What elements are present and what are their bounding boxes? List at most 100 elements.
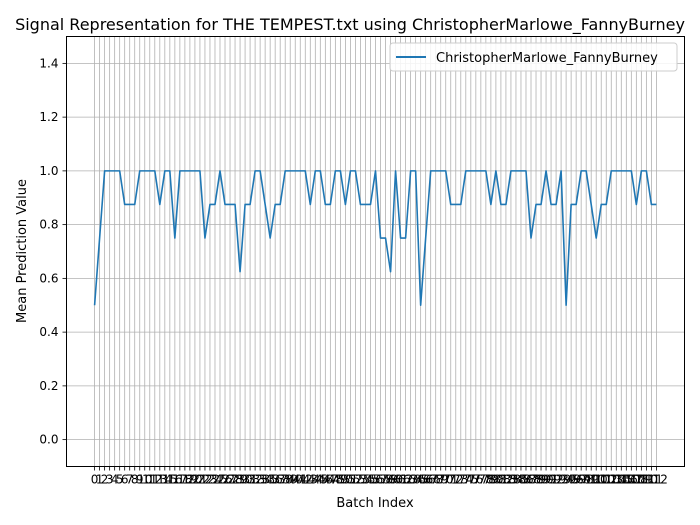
x-tick-label: 95 bbox=[563, 473, 578, 487]
y-axis-label: Mean Prediction Value bbox=[15, 179, 30, 323]
x-tick-label: 77 bbox=[473, 473, 488, 487]
x-tick-label: 97 bbox=[574, 473, 589, 487]
x-tick-label: 48 bbox=[328, 473, 343, 487]
x-tick-label: 40 bbox=[288, 473, 303, 487]
x-tick-label: 27 bbox=[222, 473, 237, 487]
x-tick-label: 23 bbox=[202, 473, 217, 487]
x-tick-label: 79 bbox=[483, 473, 498, 487]
x-tick-label: 28 bbox=[227, 473, 242, 487]
x-tick-label: 5 bbox=[116, 473, 124, 487]
x-tick-label: 42 bbox=[298, 473, 313, 487]
legend: ChristopherMarlowe_FannyBurney bbox=[389, 42, 678, 72]
x-tick-label: 31 bbox=[242, 473, 257, 487]
x-tick-label: 60 bbox=[388, 473, 403, 487]
x-tick-label: 36 bbox=[268, 473, 283, 487]
x-tick-label: 99 bbox=[584, 473, 599, 487]
x-tick-label: 9 bbox=[136, 473, 144, 487]
y-tick-label: 0.2 bbox=[39, 379, 58, 393]
x-tick-label: 50 bbox=[338, 473, 353, 487]
x-tick-label: 102 bbox=[595, 473, 618, 487]
x-tick-label: 73 bbox=[453, 473, 468, 487]
x-tick-label: 46 bbox=[318, 473, 333, 487]
x-tick-label: 106 bbox=[615, 473, 638, 487]
x-tick-label: 112 bbox=[645, 473, 668, 487]
x-tick-label: 65 bbox=[413, 473, 428, 487]
x-tick-label: 80 bbox=[488, 473, 503, 487]
x-tick-label: 57 bbox=[373, 473, 388, 487]
y-tick-label: 0.8 bbox=[39, 218, 58, 232]
x-tick-label: 111 bbox=[640, 473, 663, 487]
x-tick-label: 41 bbox=[293, 473, 308, 487]
x-tick-label: 10 bbox=[137, 473, 152, 487]
x-tick-label: 4 bbox=[111, 473, 119, 487]
x-tick-label: 17 bbox=[172, 473, 187, 487]
x-tick-label: 84 bbox=[508, 473, 523, 487]
x-tick-label: 0 bbox=[91, 473, 99, 487]
x-tick-label: 62 bbox=[398, 473, 413, 487]
x-tick-label: 38 bbox=[278, 473, 293, 487]
x-axis: 0123456789101112131415161718192021222324… bbox=[91, 466, 668, 487]
x-tick-label: 94 bbox=[558, 473, 573, 487]
x-tick-label: 67 bbox=[423, 473, 438, 487]
x-tick-label: 34 bbox=[258, 473, 273, 487]
series-layer bbox=[93, 170, 657, 307]
x-tick-label: 104 bbox=[605, 473, 628, 487]
x-tick-label: 22 bbox=[197, 473, 212, 487]
x-tick-label: 59 bbox=[383, 473, 398, 487]
x-tick-label: 63 bbox=[403, 473, 418, 487]
y-tick-label: 0.4 bbox=[39, 325, 58, 339]
x-tick-label: 49 bbox=[333, 473, 348, 487]
x-tick-label: 66 bbox=[418, 473, 433, 487]
y-tick-label: 1.2 bbox=[39, 110, 58, 124]
chart-title: Signal Representation for THE TEMPEST.tx… bbox=[15, 15, 685, 35]
x-tick-label: 25 bbox=[212, 473, 227, 487]
x-tick-label: 20 bbox=[187, 473, 202, 487]
x-tick-label: 1 bbox=[96, 473, 104, 487]
x-tick-label: 100 bbox=[585, 473, 608, 487]
x-tick-label: 90 bbox=[538, 473, 553, 487]
x-tick-label: 29 bbox=[232, 473, 247, 487]
x-tick-label: 109 bbox=[630, 473, 653, 487]
x-tick-label: 85 bbox=[513, 473, 528, 487]
x-tick-label: 51 bbox=[343, 473, 358, 487]
x-tick-label: 108 bbox=[625, 473, 648, 487]
x-tick-label: 7 bbox=[126, 473, 134, 487]
x-tick-label: 53 bbox=[353, 473, 368, 487]
x-tick-label: 45 bbox=[313, 473, 328, 487]
x-tick-label: 83 bbox=[503, 473, 518, 487]
x-tick-label: 12 bbox=[147, 473, 162, 487]
x-tick-label: 8 bbox=[131, 473, 139, 487]
x-tick-label: 78 bbox=[478, 473, 493, 487]
x-tick-label: 89 bbox=[533, 473, 548, 487]
x-tick-label: 88 bbox=[528, 473, 543, 487]
x-tick-label: 72 bbox=[448, 473, 463, 487]
x-tick-label: 21 bbox=[192, 473, 207, 487]
legend-box bbox=[389, 42, 678, 72]
y-tick-label: 1.4 bbox=[39, 56, 58, 70]
y-axis: 0.0 0.2 0.4 0.6 0.8 1.0 1.2 1.4 bbox=[39, 56, 67, 447]
x-tick-label: 16 bbox=[167, 473, 182, 487]
x-tick-label: 44 bbox=[308, 473, 323, 487]
x-tick-label: 58 bbox=[378, 473, 393, 487]
x-tick-label: 82 bbox=[498, 473, 513, 487]
x-tick-label: 98 bbox=[579, 473, 594, 487]
x-tick-label: 37 bbox=[273, 473, 288, 487]
x-tick-label: 56 bbox=[368, 473, 383, 487]
x-tick-label: 105 bbox=[610, 473, 633, 487]
x-tick-label: 55 bbox=[363, 473, 378, 487]
x-tick-label: 87 bbox=[523, 473, 538, 487]
x-grid bbox=[94, 36, 657, 467]
y-tick-label: 1.0 bbox=[39, 164, 58, 178]
x-tick-label: 47 bbox=[323, 473, 338, 487]
x-tick-label: 74 bbox=[458, 473, 473, 487]
x-tick-label: 96 bbox=[569, 473, 584, 487]
x-tick-label: 107 bbox=[620, 473, 643, 487]
x-tick-label: 18 bbox=[177, 473, 192, 487]
x-tick-label: 101 bbox=[590, 473, 613, 487]
x-tick-label: 3 bbox=[106, 473, 114, 487]
x-tick-label: 75 bbox=[463, 473, 478, 487]
x-axis-label: Batch Index bbox=[336, 496, 414, 511]
x-tick-label: 71 bbox=[443, 473, 458, 487]
x-tick-label: 68 bbox=[428, 473, 443, 487]
